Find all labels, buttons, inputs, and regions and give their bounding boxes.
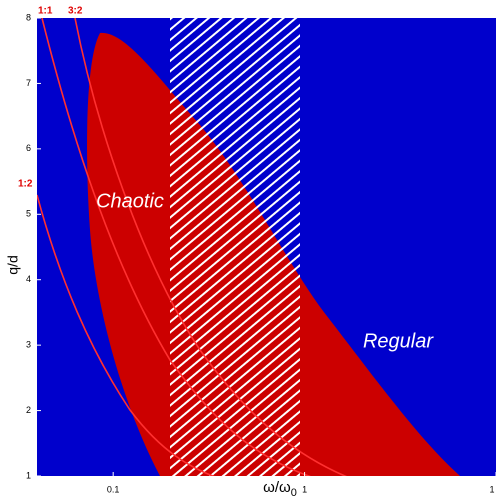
curve-label: 3:2: [68, 6, 83, 17]
y-tick-label: 7: [26, 78, 31, 88]
x-tick-label: 1: [489, 484, 494, 494]
hatched-band: [170, 18, 300, 476]
curve-label: 1:1: [38, 6, 53, 17]
y-tick-label: 8: [26, 12, 31, 22]
resonance-curves: [37, 18, 348, 476]
y-tick-label: 5: [26, 209, 31, 219]
x-axis-label-main: ω/ω: [263, 479, 291, 496]
y-tick-label: 1: [26, 470, 31, 480]
x-axis-label: ω/ω0: [263, 479, 297, 497]
plot-area: [37, 18, 496, 476]
annotation: Regular: [363, 330, 434, 352]
curve-3-2: [74, 18, 348, 476]
y-tick-label: 2: [26, 405, 31, 415]
curve-1-2: [37, 194, 215, 476]
x-tick-label: 0.1: [107, 484, 120, 494]
y-tick-label: 3: [26, 340, 31, 350]
y-axis-label: q/d: [5, 255, 21, 274]
y-tick-label: 6: [26, 143, 31, 153]
y-tick-label: 4: [26, 274, 31, 284]
x-axis-label-sub: 0: [291, 487, 297, 497]
curve-1-1: [41, 18, 312, 476]
curve-label: 1:2: [18, 179, 33, 190]
x-tick-label: 1: [302, 484, 307, 494]
annotation: Chaotic: [96, 190, 164, 212]
